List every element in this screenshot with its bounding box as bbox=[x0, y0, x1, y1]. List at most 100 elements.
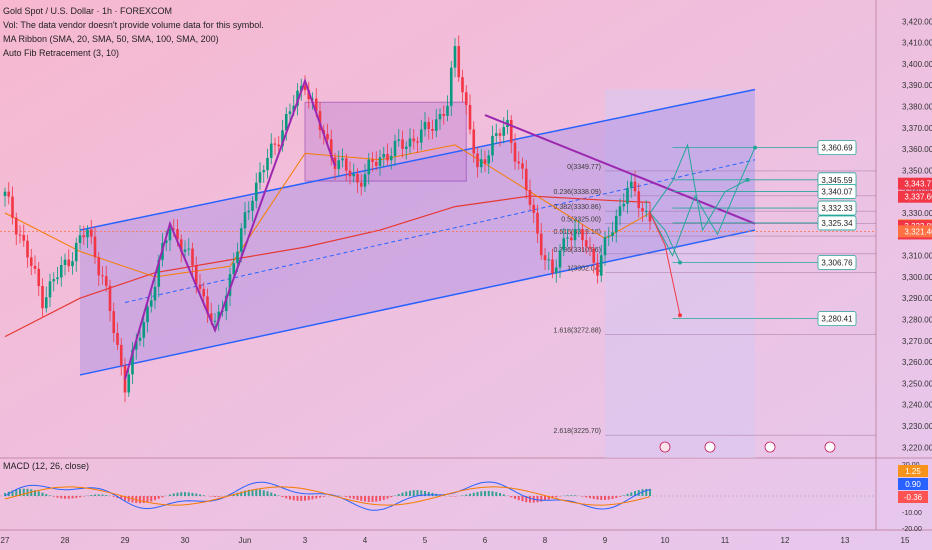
price-tick-label: 3,310.00 bbox=[902, 252, 932, 261]
candle-body bbox=[442, 113, 446, 116]
channel-lower-line bbox=[79, 229, 756, 376]
candle-body bbox=[581, 228, 584, 241]
macd-histogram-bar bbox=[424, 491, 426, 496]
macd-histogram-bar bbox=[247, 489, 250, 496]
candle-body bbox=[539, 233, 543, 256]
macd-histogram-bar bbox=[112, 496, 115, 497]
candle-body bbox=[191, 248, 194, 266]
price-axis-badge bbox=[898, 190, 932, 203]
macd-histogram-bar bbox=[379, 496, 381, 501]
macd-histogram-bar bbox=[345, 496, 348, 497]
candle-body bbox=[119, 344, 123, 366]
candle-body bbox=[551, 259, 554, 274]
macd-histogram-bar bbox=[221, 496, 224, 497]
candle-body bbox=[11, 196, 14, 218]
macd-histogram-bar bbox=[184, 492, 186, 496]
price-axis[interactable]: 3,420.00 3,410.00 3,400.00 3,390.00 3,380.00… bbox=[898, 17, 932, 452]
macd-histogram-bar bbox=[566, 495, 569, 496]
macd-histogram-bar bbox=[634, 491, 636, 496]
us-flag-icon bbox=[824, 441, 836, 453]
descending-trendline bbox=[484, 114, 756, 225]
candle-body bbox=[108, 285, 112, 312]
macd-axis-badge-text: -0.36 bbox=[904, 493, 923, 502]
candle-body bbox=[446, 105, 449, 116]
fib-level-label: 0.618(3319.18) bbox=[554, 229, 601, 236]
candle-body bbox=[266, 157, 269, 171]
macd-histogram-bar bbox=[322, 496, 325, 497]
candle-body bbox=[153, 286, 157, 301]
price-tick-label: 3,270.00 bbox=[902, 337, 932, 346]
candle-body bbox=[498, 133, 502, 136]
candle-body bbox=[416, 141, 419, 143]
macd-histogram-bar bbox=[585, 496, 588, 498]
fib-level-label: 0.236(3338.09) bbox=[554, 189, 601, 196]
candle-body bbox=[209, 313, 213, 321]
macd-histogram-bar bbox=[465, 494, 468, 496]
macd-histogram-bar bbox=[356, 496, 359, 500]
price-tick-label: 3,330.00 bbox=[902, 209, 932, 218]
candle-body bbox=[59, 265, 63, 278]
fib-level-label: 0.5(3325.00) bbox=[561, 217, 601, 224]
candle-body bbox=[393, 140, 397, 156]
macd-tick-label: -20.00 bbox=[902, 526, 922, 533]
candle-body bbox=[164, 240, 168, 244]
candle-body bbox=[176, 229, 179, 240]
price-tick-label: 3,280.00 bbox=[902, 316, 932, 325]
price-axis-badge bbox=[898, 177, 932, 190]
macd-histogram-bar bbox=[169, 494, 171, 496]
candle-body bbox=[359, 182, 363, 187]
macd-histogram-bar bbox=[172, 493, 175, 496]
candle-body bbox=[236, 251, 239, 264]
symbol-title: Gold Spot / U.S. Dollar · 1h · FOREXCOM bbox=[3, 6, 173, 16]
candle-body bbox=[337, 160, 341, 170]
candle-body bbox=[401, 139, 404, 149]
macd-histogram-bar bbox=[386, 496, 389, 499]
candle-body bbox=[397, 139, 401, 141]
macd-histogram-bar bbox=[94, 494, 96, 496]
candle-body bbox=[258, 172, 262, 183]
macd-histogram-bar bbox=[49, 495, 51, 496]
candle-body bbox=[14, 217, 18, 235]
candle-body bbox=[116, 333, 119, 345]
candle-body bbox=[277, 144, 281, 147]
candle-body bbox=[352, 173, 356, 177]
macd-label[interactable]: MACD (12, 26, close) bbox=[3, 461, 90, 471]
macd-histogram-bar bbox=[60, 496, 63, 499]
macd-histogram-bar bbox=[514, 496, 516, 499]
price-tick-label: 3,240.00 bbox=[902, 401, 932, 410]
fib-indicator-label[interactable]: Auto Fib Retracement (3, 10) bbox=[3, 48, 120, 58]
price-tick-label: 3,370.00 bbox=[902, 124, 932, 133]
macd-histogram-bar bbox=[521, 496, 524, 502]
macd-histogram-bar bbox=[420, 490, 423, 496]
time-axis[interactable]: 27 28 29 30 Jun 3 4 5 6 8 9 10 11 12 13 15 bbox=[1, 536, 910, 545]
projection-arrowhead bbox=[678, 313, 682, 318]
candle-body bbox=[292, 105, 296, 112]
price-tick-label: 3,350.00 bbox=[902, 166, 932, 175]
target-label-text: 3,325.34 bbox=[821, 219, 853, 228]
candle-body bbox=[86, 229, 89, 238]
target-label-text: 3,345.59 bbox=[821, 176, 853, 185]
candle-body bbox=[3, 191, 7, 196]
candle-body bbox=[247, 210, 251, 213]
macd-histogram-bar bbox=[409, 490, 411, 496]
macd-histogram-bar bbox=[540, 496, 543, 502]
ma-ribbon-label[interactable]: MA Ribbon (SMA, 20, SMA, 50, SMA, 100, S… bbox=[3, 34, 219, 44]
candle-body bbox=[629, 181, 633, 188]
price-tick-label: 3,260.00 bbox=[902, 358, 932, 367]
macd-histogram-bar bbox=[615, 496, 618, 498]
candle-body bbox=[33, 265, 37, 269]
macd-histogram-bar bbox=[202, 495, 205, 496]
price-channel-fill bbox=[80, 89, 755, 375]
candle-body bbox=[577, 228, 581, 230]
candle-body bbox=[449, 67, 453, 106]
fib-level-label: 2.618(3225.70) bbox=[554, 428, 601, 435]
macd-histogram-bar bbox=[300, 496, 303, 501]
channel-upper-line bbox=[79, 88, 756, 231]
macd-histogram-bar bbox=[240, 491, 243, 496]
macd-histogram-bar bbox=[499, 493, 501, 496]
projection-path bbox=[649, 147, 756, 257]
candle-body bbox=[104, 276, 108, 286]
candle-body bbox=[344, 158, 348, 171]
candle-body bbox=[389, 155, 393, 161]
